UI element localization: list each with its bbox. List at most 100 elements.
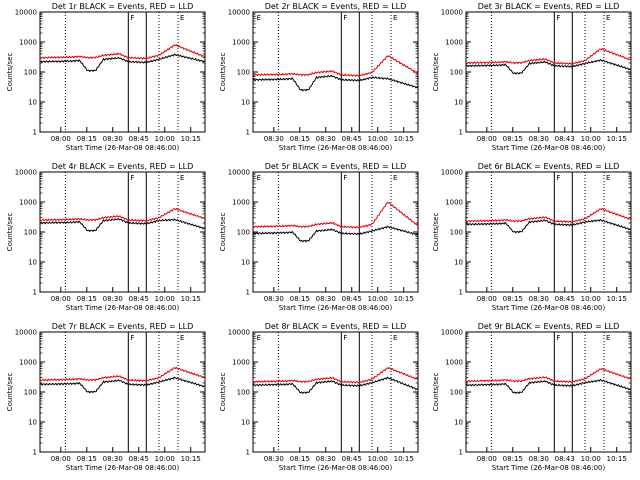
plot-frame bbox=[39, 331, 206, 453]
y-axis-label: Counts/sec bbox=[432, 53, 440, 92]
x-axis-label: Start Time (26-Mar-08 08:46:00) bbox=[279, 304, 393, 312]
y-tick-label: 1000 bbox=[232, 199, 250, 207]
y-tick-label: 100 bbox=[237, 69, 250, 77]
y-tick-label: 10000 bbox=[441, 329, 463, 337]
x-tick-label: 10:00 bbox=[581, 295, 601, 303]
y-tick-label: 100 bbox=[237, 229, 250, 237]
y-tick-label: 10000 bbox=[441, 9, 463, 17]
y-axis-label: Counts/sec bbox=[6, 53, 14, 92]
x-axis-label: Start Time (26-Mar-08 08:46:00) bbox=[279, 464, 393, 472]
series-line-events bbox=[252, 376, 419, 395]
y-tick-label: 1000 bbox=[445, 359, 463, 367]
marker-label: E bbox=[257, 334, 261, 342]
x-axis-label: Start Time (26-Mar-08 08:46:00) bbox=[492, 144, 606, 152]
x-tick-label: 08:15 bbox=[503, 455, 523, 463]
x-tick-label: 10:00 bbox=[581, 135, 601, 143]
x-tick-label: 08:45 bbox=[129, 135, 149, 143]
x-tick-label: 10:00 bbox=[581, 455, 601, 463]
marker-label: E bbox=[257, 174, 261, 182]
series-line-lld bbox=[39, 207, 206, 223]
x-tick-label: 08:15 bbox=[290, 135, 310, 143]
x-tick-label: 10:15 bbox=[607, 295, 627, 303]
x-tick-label: 10:15 bbox=[181, 295, 201, 303]
y-tick-label: 1 bbox=[33, 129, 37, 137]
marker-label: F bbox=[556, 14, 560, 22]
chart-panel-8: Det 8r BLACK = Events, RED = LLD 1 10 100 10… bbox=[219, 322, 419, 472]
chart-panel-1: Det 1r BLACK = Events, RED = LLD 1 10 100 10… bbox=[6, 2, 206, 152]
marker-label: F bbox=[343, 334, 347, 342]
y-tick-label: 1 bbox=[459, 449, 463, 457]
y-tick-label: 100 bbox=[24, 389, 37, 397]
chart-title: Det 9r BLACK = Events, RED = LLD bbox=[478, 322, 620, 331]
plot-frame bbox=[39, 171, 206, 293]
series-line-events bbox=[252, 74, 419, 92]
x-tick-label: 10:15 bbox=[394, 455, 414, 463]
chart-panel-7: Det 7r BLACK = Events, RED = LLD 1 10 100 10… bbox=[6, 322, 206, 472]
x-tick-label: 08:15 bbox=[290, 455, 310, 463]
x-tick-label: 08:43 bbox=[555, 135, 575, 143]
y-axis-label: Counts/sec bbox=[219, 53, 227, 92]
y-axis-label: Counts/sec bbox=[6, 373, 14, 412]
chart-panel-6: Det 6r BLACK = Events, RED = LLD 1 10 100 10… bbox=[432, 162, 632, 312]
y-tick-label: 10000 bbox=[228, 9, 250, 17]
x-axis-label: Start Time (26-Mar-08 08:46:00) bbox=[66, 464, 180, 472]
series-line-events bbox=[465, 218, 632, 234]
series-line-events bbox=[39, 53, 206, 73]
y-tick-label: 1000 bbox=[19, 39, 37, 47]
x-tick-label: 08:45 bbox=[342, 295, 362, 303]
marker-label: E bbox=[393, 334, 397, 342]
x-tick-label: 08:15 bbox=[77, 295, 97, 303]
marker-label: E bbox=[393, 174, 397, 182]
y-tick-label: 1 bbox=[33, 449, 37, 457]
x-tick-label: 08:30 bbox=[316, 295, 336, 303]
series-line-events bbox=[465, 378, 632, 395]
marker-label: E bbox=[606, 14, 610, 22]
x-tick-label: 10:00 bbox=[155, 135, 175, 143]
x-tick-label: 10:15 bbox=[394, 295, 414, 303]
y-tick-label: 10 bbox=[28, 419, 37, 427]
x-axis-label: Start Time (26-Mar-08 08:46:00) bbox=[492, 304, 606, 312]
y-tick-label: 1 bbox=[246, 289, 250, 297]
chart-title: Det 3r BLACK = Events, RED = LLD bbox=[478, 2, 620, 11]
y-tick-label: 1 bbox=[459, 289, 463, 297]
x-tick-label: 10:00 bbox=[155, 455, 175, 463]
series-line-lld bbox=[465, 207, 632, 224]
x-tick-label: 08:15 bbox=[290, 295, 310, 303]
x-tick-label: 08:15 bbox=[503, 135, 523, 143]
series-line-events bbox=[465, 58, 632, 75]
marker-label: F bbox=[556, 174, 560, 182]
plot-frame bbox=[39, 11, 206, 133]
marker-label: E bbox=[257, 14, 261, 22]
marker-label: E bbox=[393, 14, 397, 22]
series-line-lld bbox=[465, 367, 632, 384]
chart-panel-3: Det 3r BLACK = Events, RED = LLD 1 10 100 10… bbox=[432, 2, 632, 152]
x-tick-label: 08:30 bbox=[264, 455, 284, 463]
y-tick-label: 100 bbox=[450, 69, 463, 77]
x-tick-label: 08:15 bbox=[77, 455, 97, 463]
y-tick-label: 10000 bbox=[15, 169, 37, 177]
marker-label: F bbox=[130, 14, 134, 22]
y-axis-label: Counts/sec bbox=[219, 213, 227, 252]
series-line-lld bbox=[252, 366, 419, 384]
y-tick-label: 10 bbox=[28, 259, 37, 267]
x-axis-label: Start Time (26-Mar-08 08:46:00) bbox=[66, 304, 180, 312]
x-tick-label: 08:15 bbox=[77, 135, 97, 143]
chart-title: Det 7r BLACK = Events, RED = LLD bbox=[52, 322, 194, 331]
y-axis-label: Counts/sec bbox=[432, 213, 440, 252]
x-tick-label: 10:00 bbox=[368, 295, 388, 303]
x-tick-label: 08:30 bbox=[529, 135, 549, 143]
y-tick-label: 100 bbox=[24, 69, 37, 77]
x-tick-label: 08:45 bbox=[129, 455, 149, 463]
series-line-events bbox=[39, 376, 206, 394]
marker-label: E bbox=[180, 14, 184, 22]
x-tick-label: 08:00 bbox=[477, 135, 497, 143]
y-tick-label: 1000 bbox=[19, 359, 37, 367]
y-tick-label: 10 bbox=[454, 99, 463, 107]
series-line-events bbox=[39, 217, 206, 233]
y-tick-label: 1000 bbox=[232, 39, 250, 47]
x-tick-label: 08:00 bbox=[51, 135, 71, 143]
chart-panel-5: Det 5r BLACK = Events, RED = LLD 1 10 100 10… bbox=[219, 162, 419, 312]
y-axis-label: Counts/sec bbox=[6, 213, 14, 252]
y-tick-label: 10 bbox=[241, 259, 250, 267]
x-tick-label: 08:30 bbox=[264, 135, 284, 143]
